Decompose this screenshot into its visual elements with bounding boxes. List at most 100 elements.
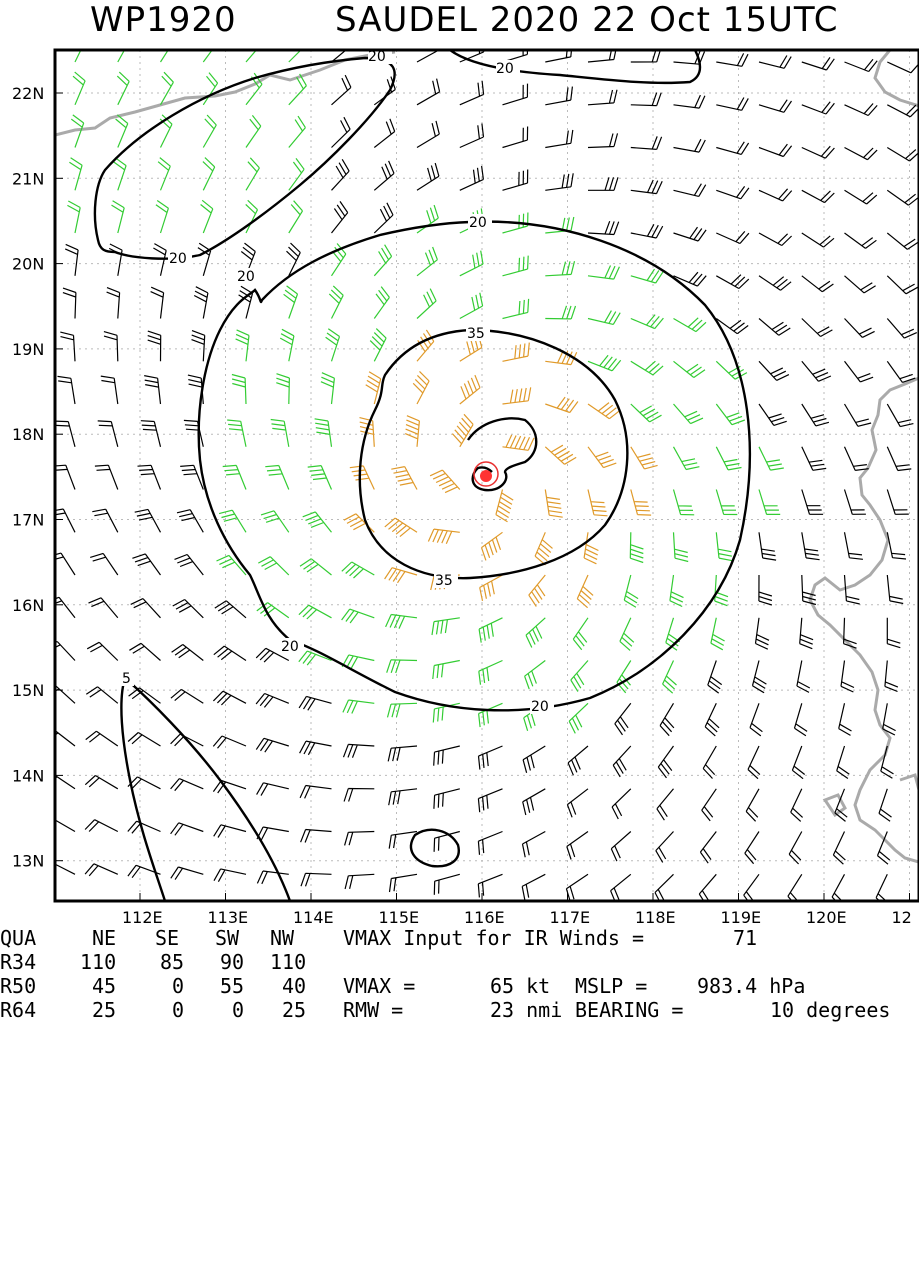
barb-stroke xyxy=(672,446,700,471)
r64-ne: 25 xyxy=(92,998,117,1022)
barb-stroke xyxy=(673,94,706,109)
wind-barb xyxy=(478,617,503,643)
wind-barb xyxy=(385,613,418,629)
wind-barb xyxy=(92,508,119,533)
barb-stroke xyxy=(886,403,914,428)
wind-barb xyxy=(344,873,375,890)
wind-barb xyxy=(174,553,204,576)
wind-barb xyxy=(416,120,440,149)
wind-barb xyxy=(844,360,874,383)
wind-barb xyxy=(67,200,81,234)
barb-stroke xyxy=(758,360,790,381)
wind-barb xyxy=(886,275,919,295)
wind-barb xyxy=(256,782,289,796)
barb-stroke xyxy=(331,74,352,106)
wind-barb xyxy=(566,788,589,818)
barb-stroke xyxy=(629,532,644,564)
storm-info-title: SAUDEL 2020 22 Oct 15UTC xyxy=(335,0,839,40)
barb-stroke xyxy=(886,318,918,339)
barb-stroke xyxy=(55,508,76,533)
wind-barb xyxy=(388,873,418,893)
barb-stroke xyxy=(314,418,333,447)
wind-barb xyxy=(212,735,247,749)
wind-barb xyxy=(630,489,652,516)
barb-stroke xyxy=(758,232,793,247)
bearing-label: BEARING = xyxy=(575,998,684,1022)
barb-stroke xyxy=(619,617,635,651)
barb-stroke xyxy=(801,318,833,338)
wind-barb xyxy=(255,647,290,663)
wind-barb xyxy=(747,745,761,780)
barb-stroke xyxy=(587,489,608,517)
lon-label: 116E xyxy=(464,908,505,926)
wind-barb xyxy=(216,554,247,576)
wind-barb xyxy=(522,745,546,773)
wind-barb xyxy=(170,688,204,704)
wind-barb xyxy=(245,50,258,63)
wind-barb xyxy=(583,532,599,565)
barb-stroke xyxy=(130,598,161,619)
wind-barb xyxy=(844,318,875,338)
wind-barb xyxy=(587,489,608,517)
wind-barb xyxy=(656,788,674,821)
wind-barb xyxy=(344,830,375,846)
wind-barb xyxy=(801,360,832,382)
barb-stroke xyxy=(341,608,375,624)
wind-barb xyxy=(343,787,375,802)
barb-stroke xyxy=(384,567,418,584)
barb-stroke xyxy=(587,265,620,280)
barb-stroke xyxy=(245,115,262,148)
wind-barb xyxy=(369,328,387,362)
barb-stroke xyxy=(416,50,441,63)
wind-barb xyxy=(159,71,174,106)
wind-barb xyxy=(62,287,77,319)
wind-barb xyxy=(404,415,420,447)
r34-sw: 90 xyxy=(220,950,245,974)
barb-stroke xyxy=(283,285,299,319)
barb-stroke xyxy=(587,89,618,106)
barb-stroke xyxy=(343,787,375,802)
wind-barb xyxy=(416,246,438,277)
barb-stroke xyxy=(844,146,878,161)
col-se: SE xyxy=(155,926,180,950)
wind-barb xyxy=(387,745,418,762)
wind-barb xyxy=(200,199,214,234)
wind-barb xyxy=(480,531,503,561)
wind-barb xyxy=(843,532,863,560)
wind-barb xyxy=(758,275,792,291)
barb-stroke xyxy=(495,489,514,523)
r64-label: R64 xyxy=(0,998,37,1022)
barb-stroke xyxy=(796,660,811,693)
barb-stroke xyxy=(256,782,289,796)
barb-stroke xyxy=(545,86,573,106)
wind-barb xyxy=(672,489,695,516)
wind-barb xyxy=(157,157,171,191)
wind-barb xyxy=(844,58,878,73)
wind-barb xyxy=(880,745,894,779)
storm-stats-table: QUA NE SE SW NW VMAX Input for IR Winds … xyxy=(0,926,919,1022)
barb-stroke xyxy=(587,220,620,236)
barb-stroke xyxy=(227,419,247,447)
wind-barb xyxy=(715,403,746,426)
barb-stroke xyxy=(298,695,332,711)
barb-stroke xyxy=(659,702,675,737)
barb-stroke xyxy=(844,275,876,294)
contour-label-top: 20 xyxy=(496,61,514,77)
lon-label: 120E xyxy=(806,908,847,926)
barb-stroke xyxy=(433,745,460,766)
barb-stroke xyxy=(672,532,689,563)
barb-stroke xyxy=(886,446,912,472)
barb-stroke xyxy=(459,374,481,405)
barb-stroke xyxy=(801,275,834,293)
wind-barb xyxy=(545,173,574,191)
wind-barb xyxy=(433,873,460,895)
wind-barb xyxy=(258,556,290,576)
wind-barb xyxy=(502,126,529,149)
barb-stroke xyxy=(502,83,529,106)
barb-stroke xyxy=(255,692,290,708)
barb-stroke xyxy=(630,179,663,195)
rmw-circle xyxy=(473,461,499,487)
barb-stroke xyxy=(583,532,599,565)
wind-barb xyxy=(299,784,332,799)
wind-barb xyxy=(286,242,301,277)
